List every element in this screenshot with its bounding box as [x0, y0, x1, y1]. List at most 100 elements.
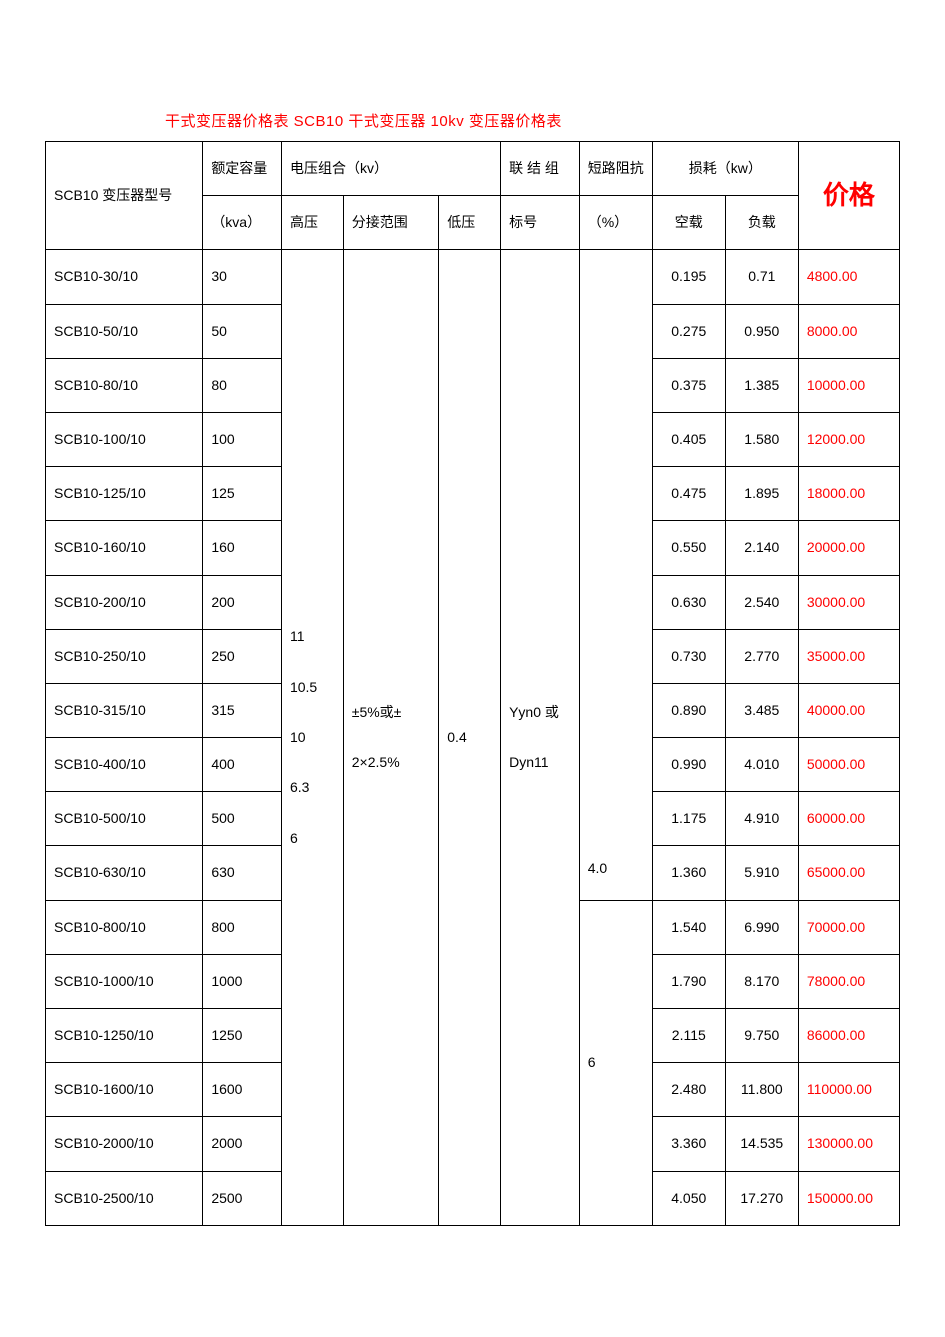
cell-load: 0.71 [725, 250, 798, 304]
cell-capacity: 1600 [203, 1063, 282, 1117]
page-title: 干式变压器价格表 SCB10 干式变压器 10kv 变压器价格表 [45, 110, 900, 131]
th-impedance: 短路阻抗 [579, 142, 652, 196]
cell-price: 65000.00 [798, 846, 899, 900]
cell-model: SCB10-125/10 [46, 467, 203, 521]
cell-lv-shared: 0.4 [439, 250, 501, 1225]
cell-noload: 3.360 [652, 1117, 725, 1171]
cell-capacity: 200 [203, 575, 282, 629]
cell-noload: 0.990 [652, 738, 725, 792]
cell-model: SCB10-160/10 [46, 521, 203, 575]
cell-noload: 0.630 [652, 575, 725, 629]
cell-capacity: 630 [203, 846, 282, 900]
cell-load: 14.535 [725, 1117, 798, 1171]
cell-noload: 0.275 [652, 304, 725, 358]
cell-capacity: 500 [203, 792, 282, 846]
header-row-1: SCB10 变压器型号 额定容量 电压组合（kv） 联 结 组 短路阻抗 损耗（… [46, 142, 900, 196]
cell-price: 70000.00 [798, 900, 899, 954]
th-noload: 空载 [652, 196, 725, 250]
cell-noload: 0.195 [652, 250, 725, 304]
th-lv: 低压 [439, 196, 501, 250]
cell-model: SCB10-800/10 [46, 900, 203, 954]
cell-capacity: 50 [203, 304, 282, 358]
cell-model: SCB10-2500/10 [46, 1171, 203, 1225]
cell-capacity: 315 [203, 683, 282, 737]
cell-model: SCB10-100/10 [46, 412, 203, 466]
cell-capacity: 250 [203, 629, 282, 683]
cell-model: SCB10-1000/10 [46, 954, 203, 1008]
th-loss: 损耗（kw） [652, 142, 798, 196]
th-tap: 分接范围 [343, 196, 439, 250]
cell-price: 110000.00 [798, 1063, 899, 1117]
price-table: SCB10 变压器型号 额定容量 电压组合（kv） 联 结 组 短路阻抗 损耗（… [45, 141, 900, 1226]
cell-model: SCB10-2000/10 [46, 1117, 203, 1171]
cell-price: 40000.00 [798, 683, 899, 737]
th-price: 价格 [798, 142, 899, 250]
cell-model: SCB10-1250/10 [46, 1009, 203, 1063]
cell-noload: 0.405 [652, 412, 725, 466]
cell-model: SCB10-500/10 [46, 792, 203, 846]
cell-capacity: 160 [203, 521, 282, 575]
cell-price: 78000.00 [798, 954, 899, 1008]
cell-price: 150000.00 [798, 1171, 899, 1225]
cell-price: 10000.00 [798, 358, 899, 412]
cell-load: 2.770 [725, 629, 798, 683]
cell-price: 18000.00 [798, 467, 899, 521]
cell-hv-shared: 11 10.5 10 6.3 6 [281, 250, 343, 1225]
cell-noload: 1.360 [652, 846, 725, 900]
cell-load: 1.385 [725, 358, 798, 412]
th-load: 负载 [725, 196, 798, 250]
th-model: SCB10 变压器型号 [46, 142, 203, 250]
cell-capacity: 80 [203, 358, 282, 412]
cell-load: 2.540 [725, 575, 798, 629]
cell-impedance-2: 6 [579, 900, 652, 1225]
cell-load: 6.990 [725, 900, 798, 954]
cell-capacity: 100 [203, 412, 282, 466]
cell-capacity: 1250 [203, 1009, 282, 1063]
cell-model: SCB10-50/10 [46, 304, 203, 358]
cell-noload: 1.540 [652, 900, 725, 954]
cell-load: 4.010 [725, 738, 798, 792]
cell-model: SCB10-1600/10 [46, 1063, 203, 1117]
cell-price: 130000.00 [798, 1117, 899, 1171]
cell-noload: 0.375 [652, 358, 725, 412]
cell-capacity: 30 [203, 250, 282, 304]
cell-price: 60000.00 [798, 792, 899, 846]
cell-load: 9.750 [725, 1009, 798, 1063]
cell-load: 17.270 [725, 1171, 798, 1225]
th-voltage-combo: 电压组合（kv） [281, 142, 500, 196]
cell-price: 50000.00 [798, 738, 899, 792]
cell-model: SCB10-200/10 [46, 575, 203, 629]
cell-load: 5.910 [725, 846, 798, 900]
cell-load: 4.910 [725, 792, 798, 846]
table-body: SCB10-30/10 30 11 10.5 10 6.3 6 ±5%或± 2×… [46, 250, 900, 1225]
cell-capacity: 800 [203, 900, 282, 954]
cell-impedance-1: 4.0 [579, 250, 652, 900]
cell-load: 1.580 [725, 412, 798, 466]
cell-load: 0.950 [725, 304, 798, 358]
cell-model: SCB10-400/10 [46, 738, 203, 792]
cell-load: 11.800 [725, 1063, 798, 1117]
cell-model: SCB10-315/10 [46, 683, 203, 737]
cell-capacity: 2500 [203, 1171, 282, 1225]
cell-load: 3.485 [725, 683, 798, 737]
cell-price: 8000.00 [798, 304, 899, 358]
th-connection-mark: 标号 [501, 196, 580, 250]
table-row: SCB10-30/10 30 11 10.5 10 6.3 6 ±5%或± 2×… [46, 250, 900, 304]
cell-noload: 2.480 [652, 1063, 725, 1117]
cell-capacity: 125 [203, 467, 282, 521]
cell-price: 20000.00 [798, 521, 899, 575]
cell-price: 30000.00 [798, 575, 899, 629]
cell-load: 8.170 [725, 954, 798, 1008]
th-capacity-unit: （kva） [203, 196, 282, 250]
cell-noload: 0.730 [652, 629, 725, 683]
cell-noload: 4.050 [652, 1171, 725, 1225]
cell-connection-shared: Yyn0 或 Dyn11 [501, 250, 580, 1225]
th-impedance-unit: （%） [579, 196, 652, 250]
cell-tap-shared: ±5%或± 2×2.5% [343, 250, 439, 1225]
cell-capacity: 400 [203, 738, 282, 792]
cell-price: 86000.00 [798, 1009, 899, 1063]
cell-price: 12000.00 [798, 412, 899, 466]
cell-model: SCB10-250/10 [46, 629, 203, 683]
cell-price: 4800.00 [798, 250, 899, 304]
th-capacity: 额定容量 [203, 142, 282, 196]
